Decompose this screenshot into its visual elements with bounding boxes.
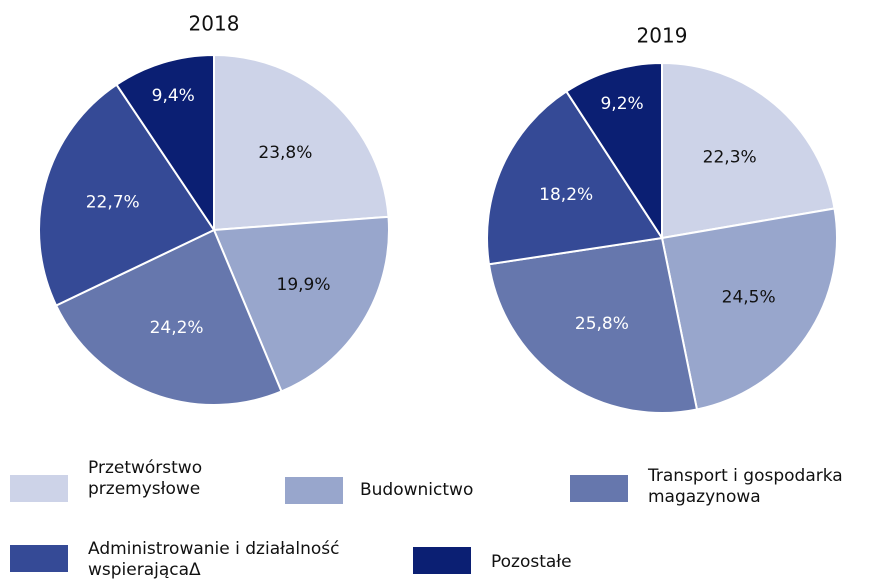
data-label: 18,2% — [539, 185, 593, 205]
data-label: 24,5% — [722, 287, 776, 307]
pie-slice — [213, 53, 390, 232]
legend-swatch — [285, 477, 343, 504]
legend-label: Przetwórstwo przemysłowe — [88, 458, 203, 499]
pie-slice — [564, 61, 663, 242]
pie-slice — [38, 83, 216, 307]
pie-slice — [487, 236, 699, 414]
pie-slice — [54, 228, 283, 406]
pie-slice — [661, 61, 836, 240]
data-label: 22,7% — [86, 192, 140, 212]
legend-label: Administrowanie i działalność wspierając… — [88, 539, 340, 580]
data-label: 22,3% — [703, 148, 757, 168]
legend-swatch — [10, 475, 68, 502]
legend-swatch — [10, 545, 68, 572]
data-label: 9,4% — [152, 86, 195, 106]
legend-swatch — [570, 475, 628, 502]
data-label: 9,2% — [600, 94, 643, 114]
chart-title: 2018 — [189, 12, 240, 36]
legend-swatch — [413, 547, 471, 574]
chart-title: 2019 — [637, 24, 688, 48]
pie-slice — [660, 207, 838, 411]
data-label: 25,8% — [575, 314, 629, 334]
legend-label: Pozostałe — [491, 552, 572, 572]
data-label: 19,9% — [277, 275, 331, 295]
pie-slice — [212, 215, 390, 393]
pie-slice — [115, 53, 215, 234]
legend-label: Budownictwo — [360, 480, 474, 500]
legend-label: Transport i gospodarka magazynowa — [648, 466, 843, 507]
data-label: 23,8% — [258, 143, 312, 163]
charts: 2018 23,8% 19,9% 24,2% 22,7% 9,4% 2019 22,3% 24,… — [38, 12, 838, 414]
pie-slice — [486, 90, 664, 266]
data-label: 24,2% — [150, 318, 204, 338]
